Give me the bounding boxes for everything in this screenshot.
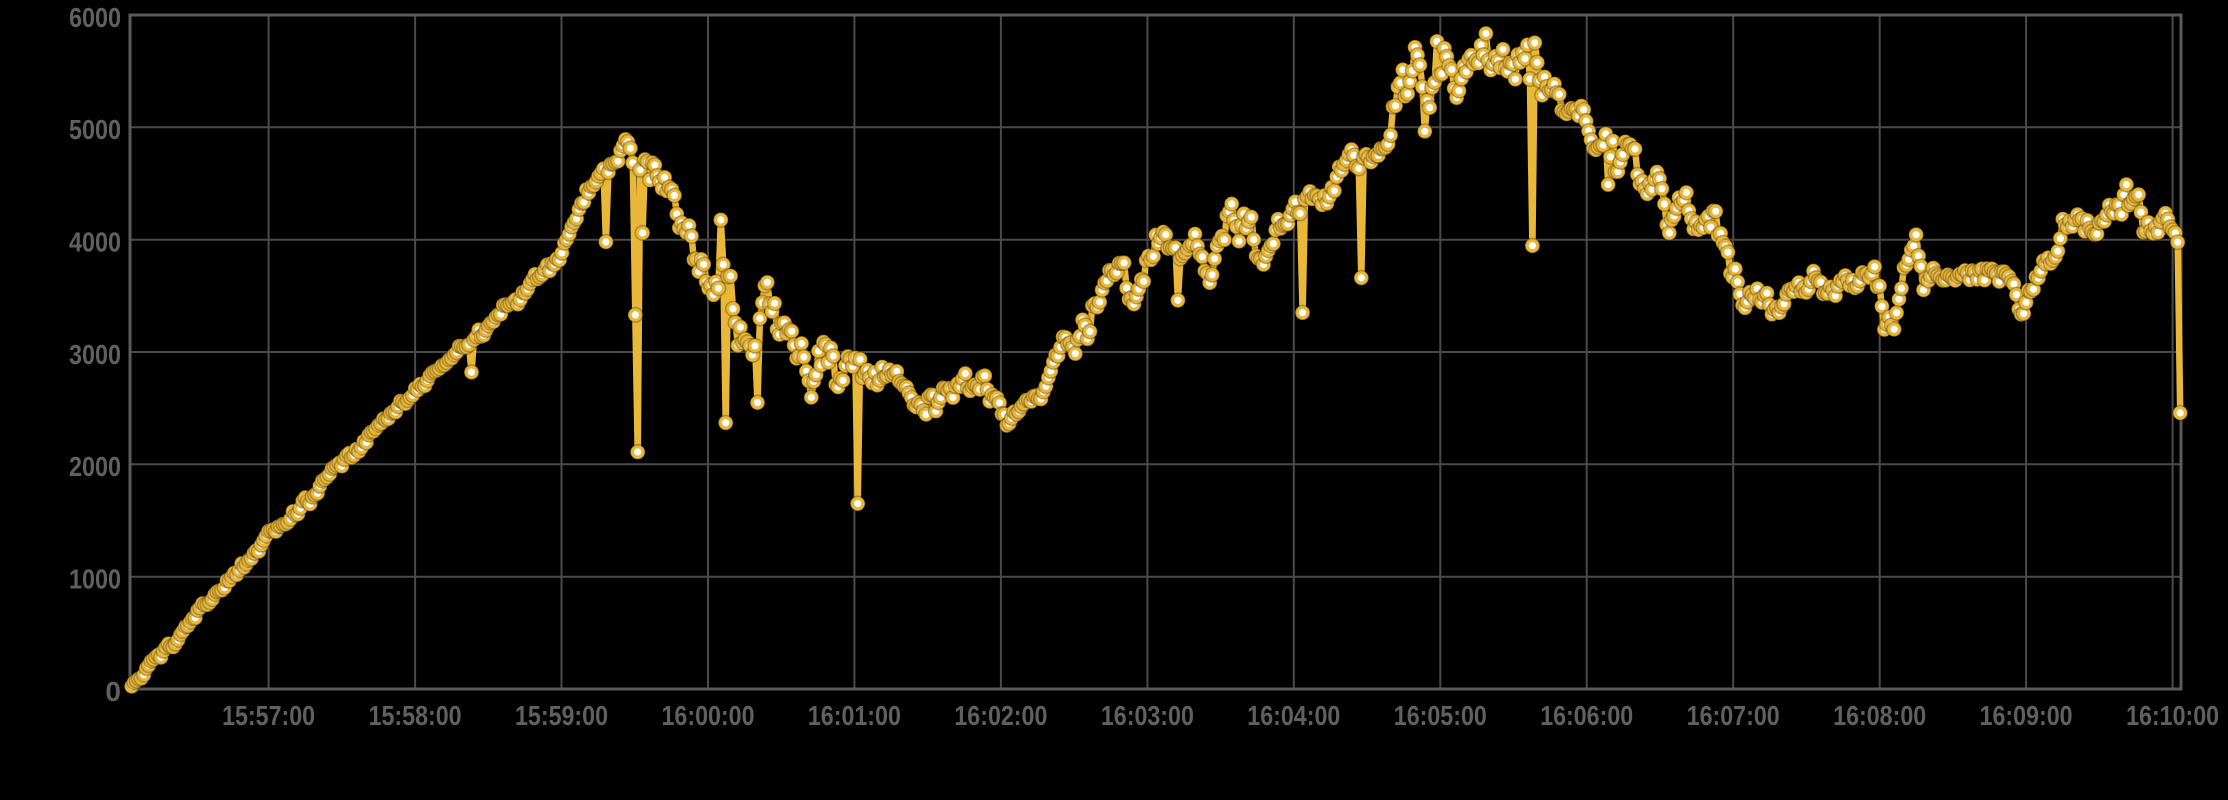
svg-text:16:07:00: 16:07:00 bbox=[1687, 700, 1780, 731]
svg-text:15:59:00: 15:59:00 bbox=[515, 700, 608, 731]
svg-text:16:04:00: 16:04:00 bbox=[1247, 700, 1340, 731]
svg-text:6000: 6000 bbox=[69, 2, 121, 33]
svg-text:2000: 2000 bbox=[69, 451, 121, 482]
svg-text:16:05:00: 16:05:00 bbox=[1394, 700, 1487, 731]
svg-text:15:58:00: 15:58:00 bbox=[369, 700, 462, 731]
svg-text:16:03:00: 16:03:00 bbox=[1101, 700, 1194, 731]
svg-text:16:09:00: 16:09:00 bbox=[1980, 700, 2073, 731]
svg-text:16:10:00: 16:10:00 bbox=[2126, 700, 2219, 731]
svg-text:16:06:00: 16:06:00 bbox=[1540, 700, 1633, 731]
svg-text:3000: 3000 bbox=[69, 339, 121, 370]
svg-text:16:02:00: 16:02:00 bbox=[954, 700, 1047, 731]
svg-text:4000: 4000 bbox=[69, 227, 121, 258]
svg-text:0: 0 bbox=[105, 676, 121, 707]
svg-text:5000: 5000 bbox=[69, 114, 121, 145]
svg-text:1000: 1000 bbox=[69, 564, 121, 595]
svg-text:16:00:00: 16:00:00 bbox=[662, 700, 755, 731]
svg-text:15:57:00: 15:57:00 bbox=[222, 700, 315, 731]
svg-text:16:01:00: 16:01:00 bbox=[808, 700, 901, 731]
svg-text:16:08:00: 16:08:00 bbox=[1833, 700, 1926, 731]
